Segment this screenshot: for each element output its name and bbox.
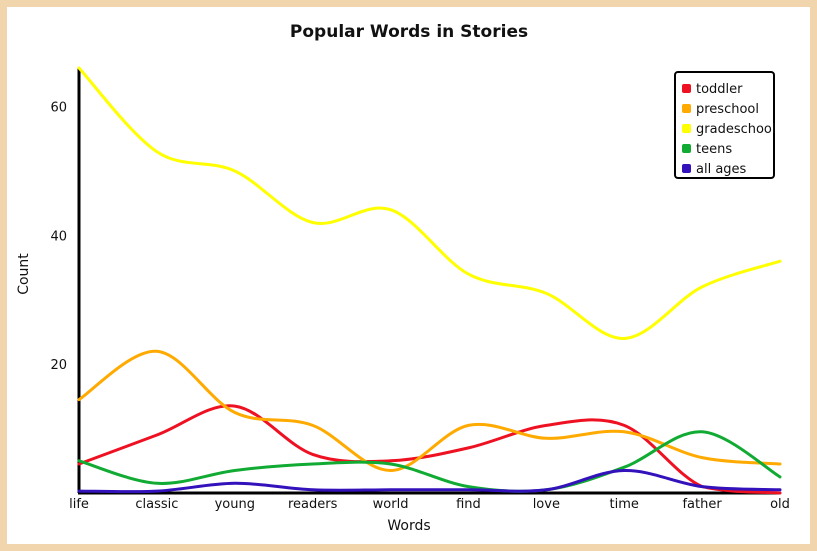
y-tick-label: 40 xyxy=(50,229,67,244)
legend-swatch xyxy=(682,104,691,113)
x-tick-label: old xyxy=(770,497,790,512)
series-line-preschool xyxy=(77,349,782,472)
x-tick-label: time xyxy=(610,497,639,512)
series-line-toddler xyxy=(77,404,782,495)
legend-label: all ages xyxy=(696,162,747,177)
x-axis-label: Words xyxy=(387,518,430,534)
x-tick-label: father xyxy=(682,497,722,512)
legend-swatch xyxy=(682,124,691,133)
series-line-gradeschool xyxy=(77,66,782,341)
x-tick-label: world xyxy=(373,497,409,512)
legend-swatch xyxy=(682,164,691,173)
legend-label: gradeschool xyxy=(696,122,776,137)
legend-swatch xyxy=(682,84,691,93)
legend-box xyxy=(674,71,775,179)
legend: toddler preschool gradeschool teens all ages xyxy=(674,71,776,179)
series-line-all-ages xyxy=(77,468,782,494)
chart-title: Popular Words in Stories xyxy=(290,22,528,42)
legend-label: teens xyxy=(696,142,732,157)
series-lines xyxy=(77,66,782,495)
x-tick-label: love xyxy=(533,497,560,512)
legend-label: preschool xyxy=(696,102,759,117)
series-line-teens xyxy=(77,430,782,493)
legend-label: toddler xyxy=(696,82,743,97)
y-tick-label: 20 xyxy=(50,358,67,373)
legend-swatch xyxy=(682,144,691,153)
x-ticks: life classic young readers world find love time… xyxy=(69,497,790,512)
y-tick-label: 60 xyxy=(50,101,67,116)
x-tick-label: life xyxy=(69,497,89,512)
y-axis-label: Count xyxy=(16,253,32,295)
x-tick-label: classic xyxy=(135,497,178,512)
y-ticks: 20 40 60 xyxy=(50,101,67,374)
x-tick-label: find xyxy=(456,497,481,512)
x-tick-label: young xyxy=(215,497,255,512)
x-tick-label: readers xyxy=(288,497,338,512)
